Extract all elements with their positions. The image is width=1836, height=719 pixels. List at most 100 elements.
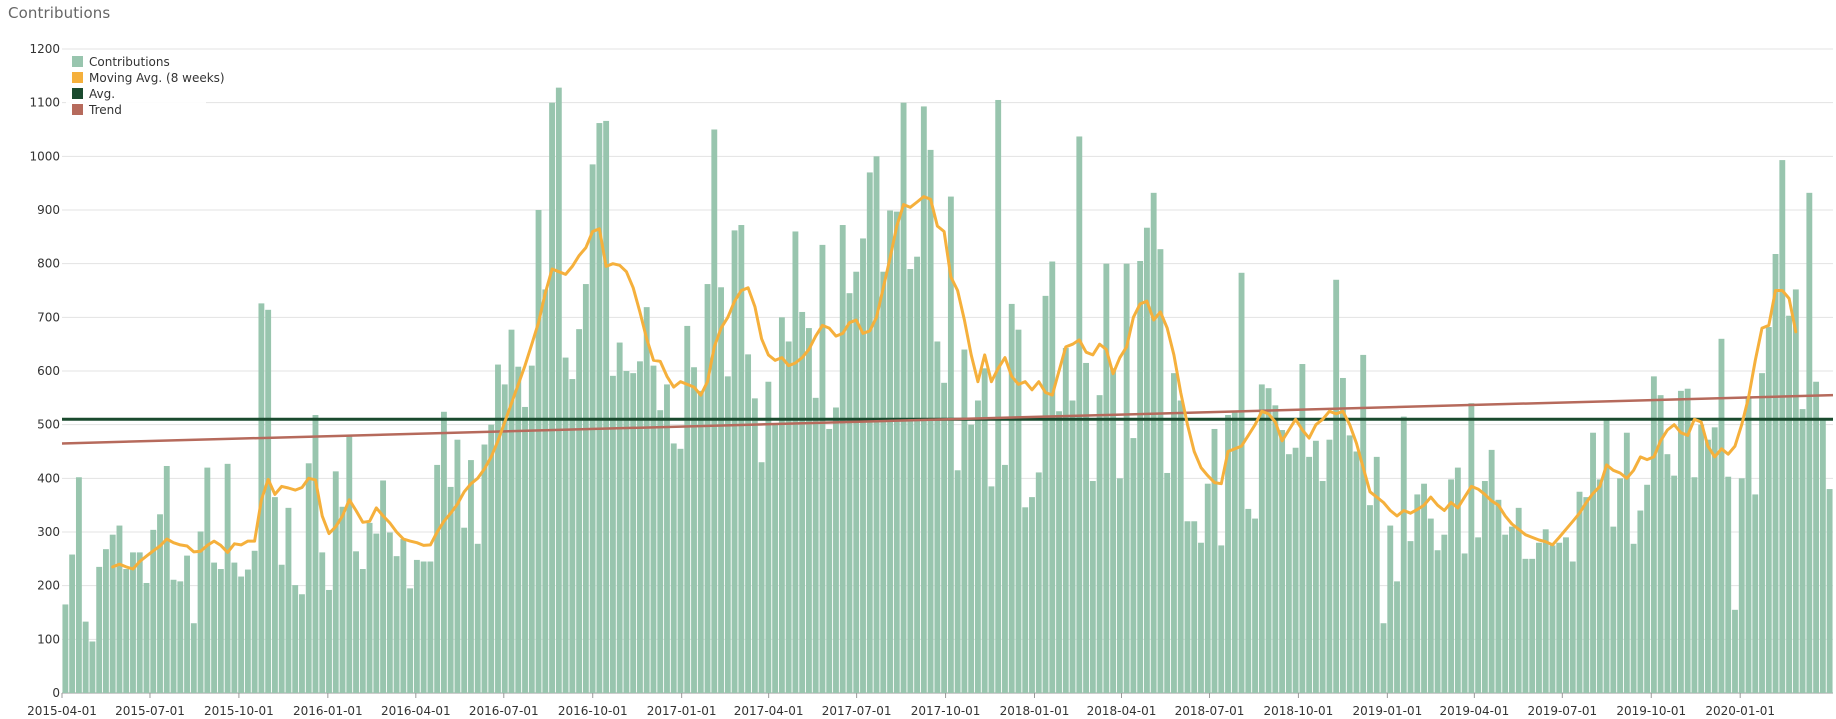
bar: [927, 149, 934, 694]
bar: [1481, 481, 1488, 693]
bar: [177, 581, 184, 693]
moving-avg-line: [111, 195, 1798, 571]
bar: [420, 561, 427, 693]
x-tick-label: 2018-01-01: [1000, 704, 1070, 718]
bar: [285, 507, 292, 693]
bar: [1353, 451, 1360, 693]
bar: [1015, 329, 1022, 693]
bar: [75, 477, 82, 693]
bar: [670, 443, 677, 693]
bar: [197, 531, 204, 693]
bar: [1231, 412, 1238, 693]
bar: [738, 225, 745, 693]
x-tick-label: 2015-10-01: [204, 704, 274, 718]
bar: [1671, 475, 1678, 693]
y-tick-label: 800: [37, 257, 60, 271]
bar: [1475, 537, 1482, 693]
bar: [413, 559, 420, 693]
bar: [1603, 419, 1610, 693]
bar: [1387, 525, 1394, 693]
x-tick-label: 2017-10-01: [911, 704, 981, 718]
x-tick-label: 2015-04-01: [27, 704, 97, 718]
legend: Contributions Moving Avg. (8 weeks) Avg. Tr…: [66, 52, 225, 118]
bar: [893, 211, 900, 694]
bar: [1698, 424, 1705, 693]
bar: [474, 543, 481, 693]
y-tick-label: 0: [52, 686, 60, 700]
bar: [488, 424, 495, 693]
bar: [724, 376, 731, 693]
bar: [468, 460, 474, 693]
bar: [860, 238, 866, 693]
y-tick-label: 100: [37, 632, 60, 646]
bar: [1123, 263, 1130, 693]
chart-title: Contributions: [8, 4, 111, 22]
bar: [650, 365, 657, 693]
bar: [934, 341, 941, 693]
bar: [1103, 263, 1110, 693]
bar: [217, 569, 224, 693]
bar: [299, 594, 305, 693]
bar: [1056, 411, 1062, 693]
bar: [785, 341, 792, 693]
bar: [1705, 439, 1711, 693]
bar: [515, 366, 522, 693]
bar: [961, 349, 968, 693]
bar: [609, 375, 616, 693]
bar: [1623, 432, 1630, 693]
bar: [1691, 477, 1698, 693]
bar: [765, 381, 772, 693]
bar: [427, 561, 434, 693]
y-tick-label: 600: [37, 364, 60, 378]
bar: [1346, 435, 1353, 693]
bar: [1218, 545, 1225, 693]
bar: [1285, 454, 1292, 693]
bar: [109, 534, 116, 693]
bar: [731, 230, 738, 694]
bar: [1360, 354, 1367, 693]
bar: [136, 552, 143, 693]
bar: [1157, 249, 1164, 693]
bar: [1394, 581, 1400, 693]
bar: [974, 400, 981, 693]
bar: [826, 428, 833, 693]
bar: [995, 99, 1002, 693]
bar: [582, 284, 589, 693]
bar: [1732, 609, 1738, 693]
bar: [211, 562, 218, 693]
bar: [440, 411, 447, 693]
bar: [495, 364, 501, 693]
bar: [1454, 467, 1461, 693]
bar: [501, 384, 508, 693]
bar: [941, 382, 948, 693]
bar: [1468, 403, 1475, 693]
bar: [1096, 395, 1103, 693]
bar: [873, 156, 880, 694]
bar: [1617, 478, 1624, 693]
bar: [1211, 428, 1218, 693]
legend-label: Contributions: [89, 55, 170, 69]
x-tick-label: 2017-07-01: [822, 704, 892, 718]
bar: [1184, 521, 1191, 693]
bar: [1448, 479, 1455, 693]
y-tick-label: 200: [37, 579, 60, 593]
trend-line: [61, 393, 1834, 445]
legend-swatch: [72, 56, 83, 67]
bar: [758, 462, 765, 693]
bar: [1164, 472, 1171, 693]
bar: [1421, 483, 1427, 693]
bar: [1542, 529, 1549, 693]
legend-swatch: [72, 88, 83, 99]
bar: [1792, 289, 1799, 693]
bar: [1116, 478, 1123, 693]
y-tick-label: 500: [37, 418, 60, 432]
x-tick-label: 2016-04-01: [381, 704, 451, 718]
bar: [116, 525, 123, 693]
bar: [1312, 440, 1319, 693]
bar: [1819, 419, 1826, 693]
bar: [535, 210, 542, 693]
y-tick-label: 1100: [29, 96, 60, 110]
bar: [1461, 553, 1468, 693]
bar: [82, 621, 89, 693]
bar: [1225, 415, 1231, 693]
